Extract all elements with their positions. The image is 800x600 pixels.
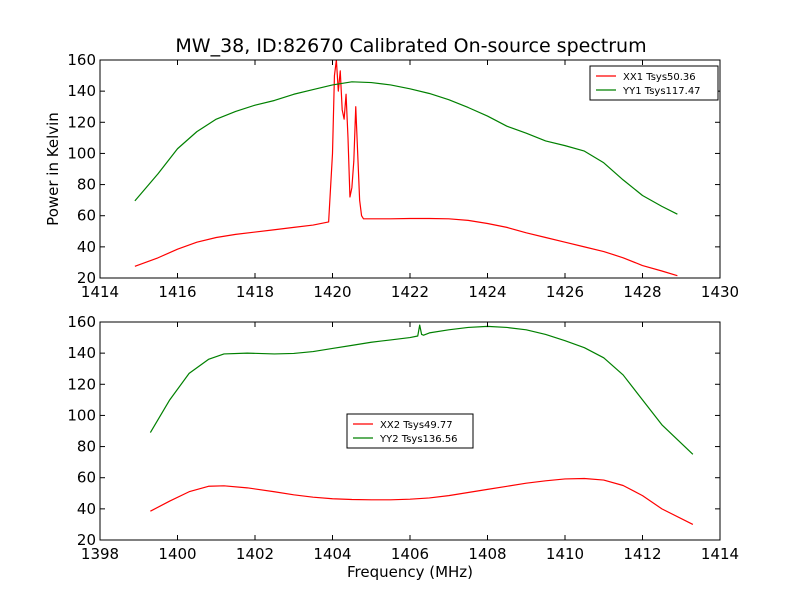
y-tick-label: 160 <box>67 51 96 69</box>
x-tick-label: 1414 <box>701 545 739 563</box>
series-line-yy1 <box>134 81 678 215</box>
figure-title: MW_38, ID:82670 Calibrated On-source spe… <box>175 35 646 57</box>
series-line-yy2 <box>149 324 694 455</box>
x-tick-label: 1404 <box>313 545 351 563</box>
legend: XX1 Tsys50.36 YY1 Tsys117.47 <box>589 65 719 101</box>
x-tick-label: 1398 <box>81 545 119 563</box>
y-tick-label: 140 <box>67 344 96 362</box>
y-tick-label: 80 <box>77 176 96 194</box>
legend-label: XX1 Tsys50.36 <box>623 72 696 83</box>
y-tick-label: 20 <box>77 269 96 287</box>
y-tick-label: 160 <box>67 313 96 331</box>
x-tick-label: 1410 <box>546 545 584 563</box>
series-line-xx1 <box>134 60 678 277</box>
x-tick-label: 1428 <box>623 283 661 301</box>
y-tick-label: 40 <box>77 238 96 256</box>
x-tick-label: 1426 <box>546 283 584 301</box>
y-tick-label: 100 <box>67 144 96 162</box>
y-axis-label: Power in Kelvin <box>44 112 62 226</box>
y-tick-label: 120 <box>67 113 96 131</box>
x-tick-label: 1400 <box>158 545 196 563</box>
x-tick-label: 1402 <box>236 545 274 563</box>
x-axis-label: Frequency (MHz) <box>347 563 473 581</box>
x-tick-label: 1420 <box>313 283 351 301</box>
y-tick-label: 140 <box>67 82 96 100</box>
y-tick-label: 60 <box>77 207 96 225</box>
x-tick-label: 1406 <box>391 545 429 563</box>
legend-label: XX2 Tsys49.77 <box>380 420 453 431</box>
legend-label: YY1 Tsys117.47 <box>622 86 701 97</box>
legend-box <box>346 413 474 449</box>
x-tick-label: 1424 <box>468 283 506 301</box>
legend: XX2 Tsys49.77 YY2 Tsys136.56 <box>346 413 474 449</box>
x-tick-label: 1412 <box>623 545 661 563</box>
y-tick-label: 80 <box>77 438 96 456</box>
x-tick-label: 1408 <box>468 545 506 563</box>
x-tick-label: 1422 <box>391 283 429 301</box>
top-panel: 1414 1416 1418 1420 1422 1424 1426 1428 1430 20 40… <box>44 51 739 301</box>
y-tick-label: 100 <box>67 406 96 424</box>
y-tick-label: 120 <box>67 375 96 393</box>
y-tick-label: 20 <box>77 531 96 549</box>
series-line-xx2 <box>150 477 694 525</box>
x-tick-label: 1418 <box>236 283 274 301</box>
legend-box <box>589 65 719 101</box>
x-tick-label: 1414 <box>81 283 119 301</box>
bottom-panel: 1398 1400 1402 1404 1406 1408 1410 1412 1414 20 40… <box>67 313 739 581</box>
y-tick-label: 40 <box>77 500 96 518</box>
y-tick-label: 60 <box>77 469 96 487</box>
x-tick-label: 1416 <box>158 283 196 301</box>
x-tick-label: 1430 <box>701 283 739 301</box>
legend-label: YY2 Tsys136.56 <box>379 434 458 445</box>
